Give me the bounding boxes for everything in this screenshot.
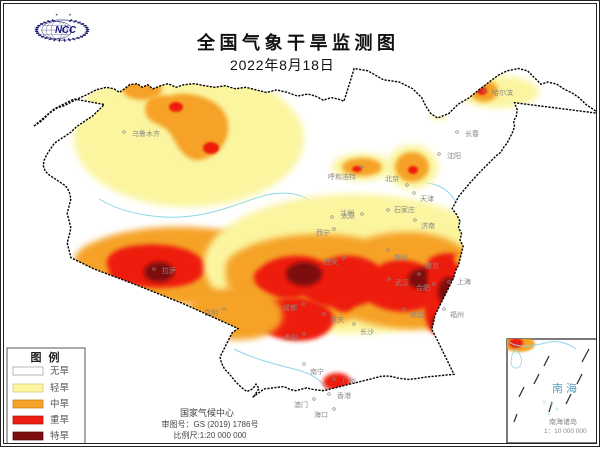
svg-text:轻旱: 轻旱 bbox=[50, 382, 70, 394]
svg-text:图 例: 图 例 bbox=[30, 350, 61, 364]
svg-text:武汉: 武汉 bbox=[395, 278, 409, 287]
svg-text:香港: 香港 bbox=[337, 391, 351, 400]
svg-text:哈尔滨: 哈尔滨 bbox=[492, 88, 513, 97]
svg-text:海口: 海口 bbox=[314, 410, 328, 419]
svg-text:沈阳: 沈阳 bbox=[447, 151, 461, 160]
svg-text:郑州: 郑州 bbox=[394, 254, 408, 262]
svg-text:北京: 北京 bbox=[385, 174, 399, 183]
svg-text:成都: 成都 bbox=[283, 303, 297, 312]
svg-text:呼和浩特: 呼和浩特 bbox=[328, 172, 356, 181]
svg-text:长沙: 长沙 bbox=[360, 327, 374, 336]
svg-text:审图号：GS (2019) 1786号: 审图号：GS (2019) 1786号 bbox=[162, 419, 259, 429]
svg-text:乌鲁木齐: 乌鲁木齐 bbox=[132, 129, 160, 138]
svg-text:南京: 南京 bbox=[425, 261, 439, 270]
svg-text:济南: 济南 bbox=[421, 221, 435, 230]
svg-text:1：10 000 000: 1：10 000 000 bbox=[544, 428, 587, 435]
svg-text:上海: 上海 bbox=[457, 277, 471, 286]
svg-text:福州: 福州 bbox=[450, 310, 464, 319]
svg-text:南宁: 南宁 bbox=[310, 367, 324, 376]
svg-text:石家庄: 石家庄 bbox=[394, 205, 415, 214]
svg-text:无旱: 无旱 bbox=[50, 366, 70, 377]
svg-text:西宁: 西宁 bbox=[316, 228, 330, 237]
svg-text:南昌: 南昌 bbox=[410, 310, 424, 319]
svg-text:澳门: 澳门 bbox=[294, 400, 308, 409]
svg-text:南海: 南海 bbox=[552, 381, 580, 395]
svg-text:南海诸岛: 南海诸岛 bbox=[549, 417, 577, 426]
svg-text:合肥: 合肥 bbox=[416, 283, 430, 292]
svg-text:天津: 天津 bbox=[420, 195, 434, 203]
svg-text:昆明: 昆明 bbox=[204, 309, 218, 317]
svg-text:贵阳: 贵阳 bbox=[284, 333, 298, 342]
svg-text:重旱: 重旱 bbox=[50, 414, 70, 426]
svg-text:国家气候中心: 国家气候中心 bbox=[180, 407, 234, 418]
svg-text:西安: 西安 bbox=[324, 257, 338, 266]
svg-text:比例尺:1:20 000 000: 比例尺:1:20 000 000 bbox=[174, 430, 247, 440]
svg-text:特旱: 特旱 bbox=[50, 430, 70, 442]
svg-text:长春: 长春 bbox=[465, 129, 479, 138]
svg-text:中旱: 中旱 bbox=[50, 398, 70, 410]
svg-text:拉萨: 拉萨 bbox=[162, 266, 176, 275]
svg-text:兰州: 兰州 bbox=[340, 208, 354, 217]
svg-text:重庆: 重庆 bbox=[330, 315, 344, 324]
